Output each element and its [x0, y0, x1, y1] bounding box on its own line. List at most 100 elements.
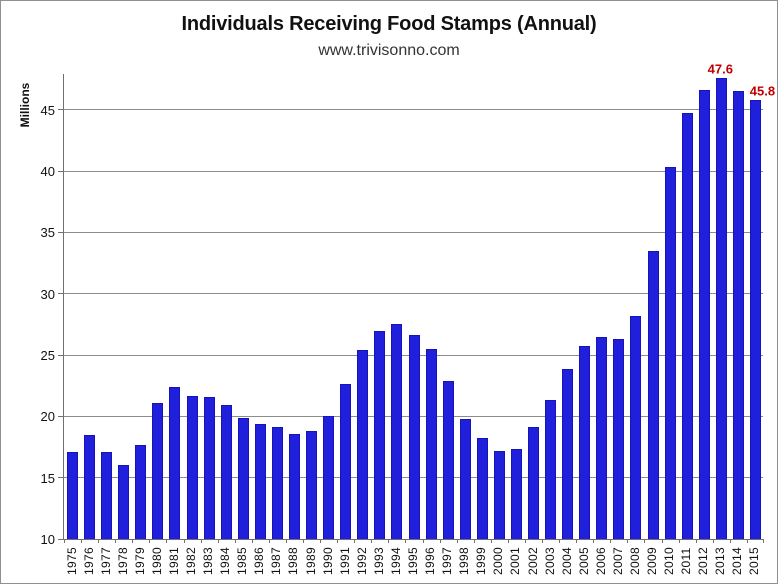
- x-tick-label-1990: 1990: [320, 547, 335, 575]
- bar-1996: [425, 348, 437, 539]
- x-tick-30: [576, 539, 578, 543]
- x-tick-2: [98, 539, 100, 543]
- x-tick-11: [251, 539, 253, 543]
- x-tick-label-2009: 2009: [645, 547, 660, 575]
- x-tick-label-1998: 1998: [457, 547, 472, 575]
- x-tick-label-2015: 2015: [747, 547, 762, 575]
- gridline-45: [64, 109, 763, 111]
- x-tick-17: [354, 539, 356, 543]
- x-tick-label-1997: 1997: [440, 547, 455, 575]
- bar-2006: [596, 336, 608, 539]
- y-tick-label-35: 35: [40, 225, 55, 241]
- bar-1978: [118, 465, 130, 539]
- bar-1985: [237, 417, 249, 539]
- x-tick-label-2008: 2008: [627, 547, 642, 575]
- x-tick-label-1986: 1986: [252, 547, 267, 575]
- x-tick-34: [644, 539, 646, 543]
- x-tick-label-1980: 1980: [149, 547, 164, 575]
- x-tick-label-1978: 1978: [115, 547, 130, 575]
- x-tick-16: [337, 539, 339, 543]
- x-tick-15: [320, 539, 322, 543]
- bar-1982: [186, 395, 198, 539]
- bar-1984: [220, 405, 232, 539]
- x-tick-label-1981: 1981: [166, 547, 181, 575]
- chart-subtitle: www.trivisonno.com: [318, 42, 460, 59]
- y-tick-label-40: 40: [40, 164, 55, 180]
- x-tick-35: [661, 539, 663, 543]
- bar-1993: [374, 330, 386, 539]
- bar-1977: [101, 451, 113, 539]
- x-tick-label-2011: 2011: [679, 547, 694, 575]
- bar-2003: [545, 400, 557, 539]
- bar-1995: [408, 335, 420, 539]
- x-tick-label-1992: 1992: [354, 547, 369, 575]
- y-tick-30: [58, 293, 64, 295]
- bar-1979: [135, 444, 147, 539]
- x-tick-label-2002: 2002: [525, 547, 540, 575]
- y-tick-label-30: 30: [40, 286, 55, 302]
- bar-1990: [323, 416, 335, 539]
- x-tick-label-1982: 1982: [184, 547, 199, 575]
- bar-2011: [681, 113, 693, 539]
- bar-1988: [288, 433, 300, 539]
- x-tick-18: [371, 539, 373, 543]
- y-tick-20: [58, 415, 64, 417]
- bar-1980: [152, 402, 164, 539]
- x-tick-28: [542, 539, 544, 543]
- y-tick-label-15: 15: [40, 470, 55, 486]
- x-tick-25: [490, 539, 492, 543]
- x-tick-32: [610, 539, 612, 543]
- x-tick-label-2005: 2005: [576, 547, 591, 575]
- x-tick-label-1983: 1983: [201, 547, 216, 575]
- x-tick-label-1984: 1984: [218, 547, 233, 575]
- bar-1986: [254, 423, 266, 539]
- y-tick-label-10: 10: [40, 532, 55, 547]
- y-tick-label-25: 25: [40, 348, 55, 364]
- x-tick-label-2012: 2012: [696, 547, 711, 575]
- x-tick-24: [473, 539, 475, 543]
- x-tick-26: [507, 539, 509, 543]
- bar-2012: [698, 90, 710, 539]
- x-tick-31: [593, 539, 595, 543]
- bar-1987: [271, 427, 283, 539]
- x-tick-label-1994: 1994: [388, 547, 403, 575]
- x-tick-40: [746, 539, 748, 543]
- x-tick-21: [422, 539, 424, 543]
- bar-2009: [647, 250, 659, 539]
- x-tick-9: [217, 539, 219, 543]
- y-tick-label-20: 20: [40, 409, 55, 425]
- x-tick-label-1977: 1977: [98, 547, 113, 575]
- x-tick-label-1985: 1985: [235, 547, 250, 575]
- x-tick-label-2001: 2001: [508, 547, 523, 575]
- x-tick-label-1989: 1989: [303, 547, 318, 575]
- bar-2000: [493, 450, 505, 539]
- x-tick-12: [268, 539, 270, 543]
- bar-1983: [203, 396, 215, 539]
- gridline-35: [64, 231, 763, 233]
- x-tick-label-1993: 1993: [371, 547, 386, 575]
- x-tick-label-1999: 1999: [474, 547, 489, 575]
- chart-title: Individuals Receiving Food Stamps (Annua…: [181, 13, 597, 35]
- x-tick-33: [627, 539, 629, 543]
- bar-1989: [306, 431, 318, 539]
- x-tick-39: [729, 539, 731, 543]
- x-tick-1: [81, 539, 83, 543]
- x-tick-5: [149, 539, 151, 543]
- bar-1975: [67, 451, 79, 539]
- x-tick-label-2004: 2004: [559, 547, 574, 575]
- x-tick-6: [166, 539, 168, 543]
- x-tick-label-1975: 1975: [64, 547, 79, 575]
- bar-2010: [664, 167, 676, 539]
- x-tick-0: [64, 539, 65, 543]
- y-tick-10: [58, 538, 64, 540]
- plot-area: [58, 74, 764, 543]
- bar-2013: [715, 77, 727, 539]
- data-label-2013: 47.6: [707, 61, 733, 77]
- x-tick-27: [524, 539, 526, 543]
- x-tick-41: [763, 539, 764, 543]
- x-tick-22: [439, 539, 441, 543]
- bar-1976: [84, 434, 96, 539]
- y-tick-35: [58, 231, 64, 233]
- x-tick-label-2007: 2007: [610, 547, 625, 575]
- x-tick-37: [695, 539, 697, 543]
